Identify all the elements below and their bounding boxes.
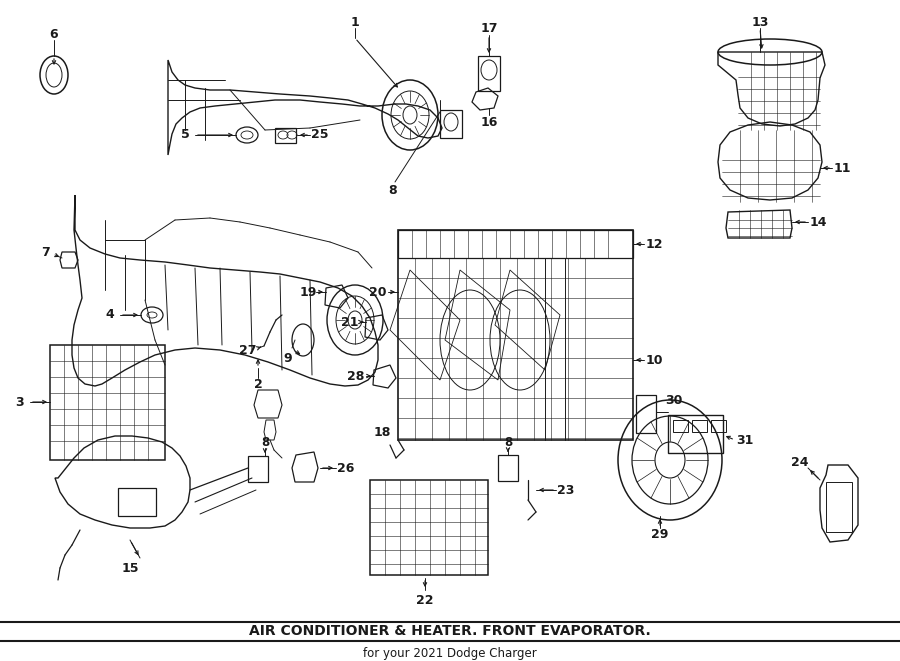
- Text: 17: 17: [481, 22, 498, 34]
- Text: 10: 10: [645, 354, 662, 366]
- Text: 11: 11: [833, 161, 850, 175]
- Text: 7: 7: [40, 245, 50, 258]
- Text: 1: 1: [351, 15, 359, 28]
- Text: 19: 19: [300, 286, 317, 299]
- Text: AIR CONDITIONER & HEATER. FRONT EVAPORATOR.: AIR CONDITIONER & HEATER. FRONT EVAPORAT…: [249, 624, 651, 638]
- Bar: [248, 456, 268, 482]
- Bar: [440, 110, 462, 138]
- Bar: [398, 230, 633, 440]
- Text: 23: 23: [557, 483, 575, 496]
- Text: 14: 14: [809, 215, 827, 229]
- Bar: [673, 420, 688, 432]
- Text: 8: 8: [261, 436, 269, 449]
- Bar: [50, 345, 165, 460]
- Bar: [668, 415, 723, 453]
- Text: 29: 29: [652, 529, 669, 541]
- Bar: [478, 56, 500, 91]
- Bar: [692, 420, 707, 432]
- Text: for your 2021 Dodge Charger: for your 2021 Dodge Charger: [363, 648, 537, 660]
- Bar: [398, 230, 633, 258]
- Text: 28: 28: [347, 369, 365, 383]
- Text: 3: 3: [15, 395, 24, 408]
- Text: 16: 16: [481, 116, 498, 128]
- Text: 5: 5: [181, 128, 189, 141]
- Bar: [275, 128, 296, 143]
- Text: 21: 21: [341, 315, 359, 329]
- Text: 8: 8: [504, 436, 512, 449]
- Text: 4: 4: [105, 309, 114, 321]
- Text: 25: 25: [311, 128, 328, 141]
- Text: 31: 31: [736, 434, 753, 446]
- Text: 26: 26: [338, 461, 355, 475]
- Text: 8: 8: [389, 184, 397, 196]
- Text: 12: 12: [645, 237, 662, 251]
- Text: 24: 24: [791, 455, 809, 469]
- Bar: [370, 480, 488, 575]
- Text: 20: 20: [369, 286, 387, 299]
- Text: 22: 22: [416, 594, 434, 607]
- Text: 30: 30: [665, 393, 683, 407]
- Bar: [826, 482, 852, 532]
- Text: 18: 18: [374, 426, 391, 438]
- Bar: [636, 395, 656, 433]
- Text: 2: 2: [254, 379, 263, 391]
- Text: 9: 9: [284, 352, 292, 364]
- Text: 13: 13: [752, 15, 769, 28]
- Text: 27: 27: [239, 344, 256, 356]
- Bar: [711, 420, 726, 432]
- Text: 15: 15: [122, 561, 139, 574]
- Text: 6: 6: [50, 28, 58, 42]
- Bar: [118, 488, 156, 516]
- Bar: [498, 455, 518, 481]
